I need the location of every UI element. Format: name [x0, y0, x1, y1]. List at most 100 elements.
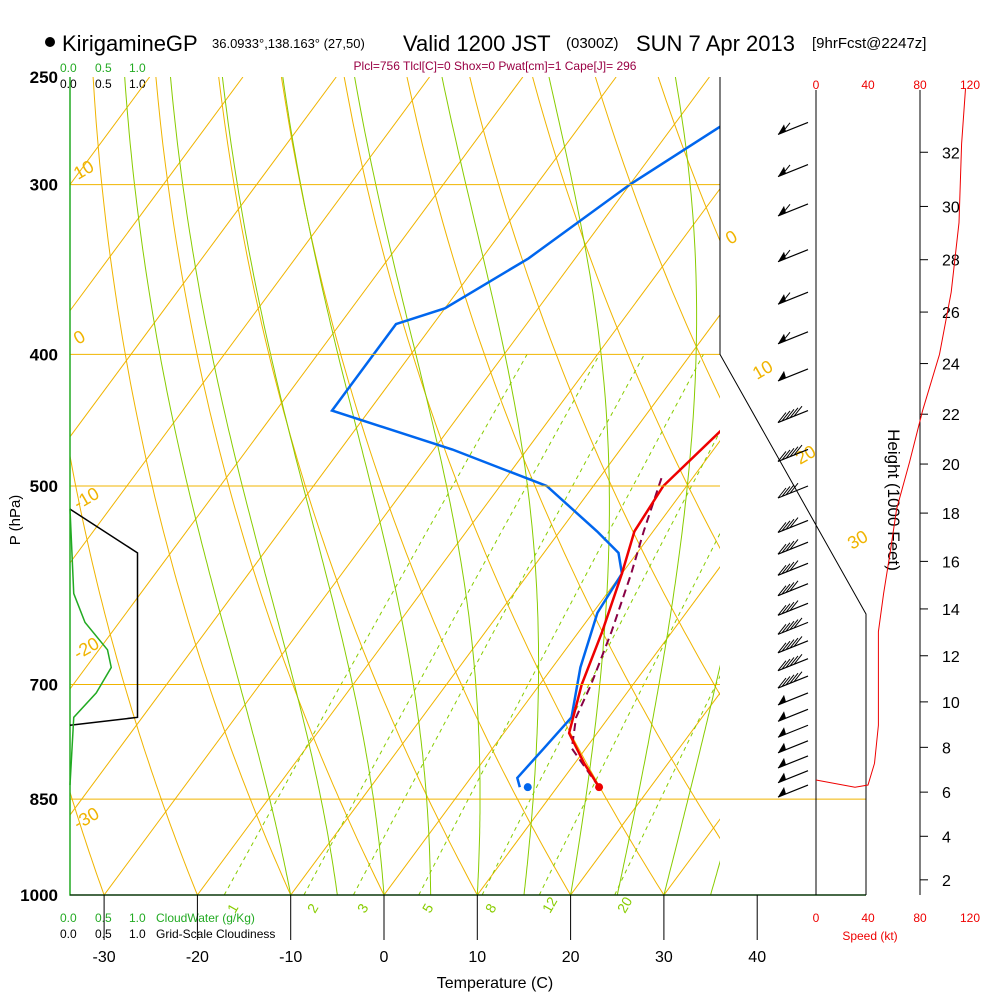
wind-barb-flag	[789, 407, 799, 419]
dry-adiabat-line	[469, 77, 720, 696]
pressure-tick-label: 250	[30, 68, 58, 87]
height-tick-label: 12	[942, 649, 960, 666]
wind-barb	[777, 249, 809, 263]
height-tick-label: 30	[942, 199, 960, 216]
forecast-run: [9hrFcst@2247z]	[812, 35, 926, 52]
cloud-scale-top-green-0: 0.0	[60, 61, 77, 75]
wind-barb	[777, 517, 809, 533]
speed-tick-bottom-0: 0	[813, 911, 820, 925]
wind-barb	[777, 331, 809, 345]
wind-barb-staff	[777, 602, 809, 616]
wind-barb-flag	[785, 447, 795, 459]
wind-barb-flag	[781, 583, 791, 595]
wind-barb-flag	[789, 560, 799, 571]
wind-barb-pennant	[778, 251, 786, 262]
wind-barb-flag	[777, 624, 787, 635]
mixing-ratio-label: 5	[419, 901, 437, 916]
height-tick-label: 18	[942, 506, 960, 523]
wind-barb	[777, 560, 809, 576]
height-tick-label: 24	[942, 357, 960, 374]
mixing-ratio-line	[303, 354, 601, 895]
wind-speed-profile	[815, 88, 966, 788]
wind-barb-flag	[777, 487, 787, 499]
mixing-ratio-label: 2	[304, 901, 322, 916]
mixing-ratio-label: 20	[614, 894, 636, 916]
cloudiness-label: Grid-Scale Cloudiness	[156, 927, 275, 941]
wind-barb-staff	[777, 658, 809, 672]
wind-barb-flag	[789, 600, 799, 611]
valid-time: Valid 1200 JST	[403, 31, 551, 56]
wind-barb-flag	[789, 637, 799, 649]
wind-barb-staff	[777, 621, 809, 635]
wind-barb-flag	[777, 605, 787, 616]
wind-barb-flag	[789, 655, 799, 667]
wind-barb-flag	[781, 164, 791, 176]
height-tick-label: 4	[942, 829, 951, 846]
isotherm-label: 30	[844, 526, 871, 553]
wind-barb	[777, 203, 809, 217]
wind-barb-flag	[789, 482, 799, 494]
pressure-tick-label: 300	[30, 176, 58, 195]
temperature-tick-label: -30	[93, 949, 116, 966]
mixing-ratio-label: 3	[354, 901, 372, 916]
height-tick-label: 28	[942, 253, 960, 270]
speed-tick-top-3: 120	[960, 78, 980, 92]
wind-barb-flag	[793, 444, 803, 456]
wind-barb-pennant	[778, 694, 786, 705]
wind-barb-flag	[785, 620, 795, 632]
wind-barb	[777, 692, 809, 706]
moist-adiabat-line	[548, 77, 610, 895]
height-tick-label: 14	[942, 602, 960, 619]
pressure-tick-label: 400	[30, 345, 58, 364]
height-tick-label: 22	[942, 407, 960, 424]
wind-barb-flag	[781, 603, 791, 615]
cloud-scale-top-black-2: 1.0	[129, 77, 146, 91]
wind-barb-flag	[793, 653, 803, 665]
wind-barb	[777, 368, 809, 382]
cloud-scale-bottom-black-0: 0.0	[60, 927, 77, 941]
speed-tick-bottom-1: 40	[861, 911, 875, 925]
parcel-path	[570, 473, 664, 788]
wind-barb-flag	[789, 446, 799, 458]
dry-adiabat-line	[92, 77, 292, 895]
pressure-tick-label: 1000	[20, 886, 58, 905]
wind-barb-flag	[781, 122, 791, 134]
wind-barb-flag	[777, 543, 787, 555]
isotherm-line	[851, 77, 1000, 895]
wind-barb-flag	[781, 676, 791, 687]
dewpoint-profile	[329, 125, 720, 788]
isotherm-label: 0	[70, 326, 89, 348]
x-axis-title: Temperature (C)	[437, 975, 553, 992]
wind-barb-flag	[785, 484, 795, 496]
height-tick-label: 16	[942, 554, 960, 571]
wind-barb	[777, 482, 809, 499]
zulu-time: (0300Z)	[566, 35, 619, 52]
height-tick-label: 8	[942, 740, 951, 757]
speed-tick-top-2: 80	[913, 78, 927, 92]
wind-barb-flag	[781, 520, 791, 532]
wind-barb	[777, 671, 809, 689]
wind-barb-flag	[781, 563, 791, 575]
speed-tick-bottom-3: 120	[960, 911, 980, 925]
wind-barb-flag	[785, 540, 795, 552]
wind-barb-staff	[777, 675, 809, 689]
mixing-ratio-label: 8	[482, 901, 500, 916]
wind-barb-flag	[777, 451, 787, 462]
cloud-scale-top-black-1: 0.5	[95, 77, 112, 91]
wind-barb	[777, 444, 809, 463]
wind-barb-flag	[781, 204, 791, 215]
temperature-tick-label: 0	[380, 949, 389, 966]
station-coords: 36.0933°,138.163° (27,50)	[212, 36, 365, 51]
wind-barb-flag	[777, 522, 787, 533]
speed-tick-top-1: 40	[861, 78, 875, 92]
stability-params: Plcl=756 Tlcl[C]=0 Shox=0 Pwat[cm]=1 Cap…	[354, 59, 637, 73]
wind-barb-pennant	[778, 772, 786, 783]
moist-adiabat-line	[354, 77, 481, 895]
wind-barb-pennant	[778, 727, 786, 738]
moist-adiabat-line	[616, 77, 698, 895]
mixing-ratio-line	[481, 430, 720, 895]
height-tick-label: 2	[942, 873, 951, 890]
wind-barb	[777, 653, 809, 672]
moist-adiabat-line	[663, 664, 720, 895]
wind-barb-staff	[777, 448, 809, 463]
